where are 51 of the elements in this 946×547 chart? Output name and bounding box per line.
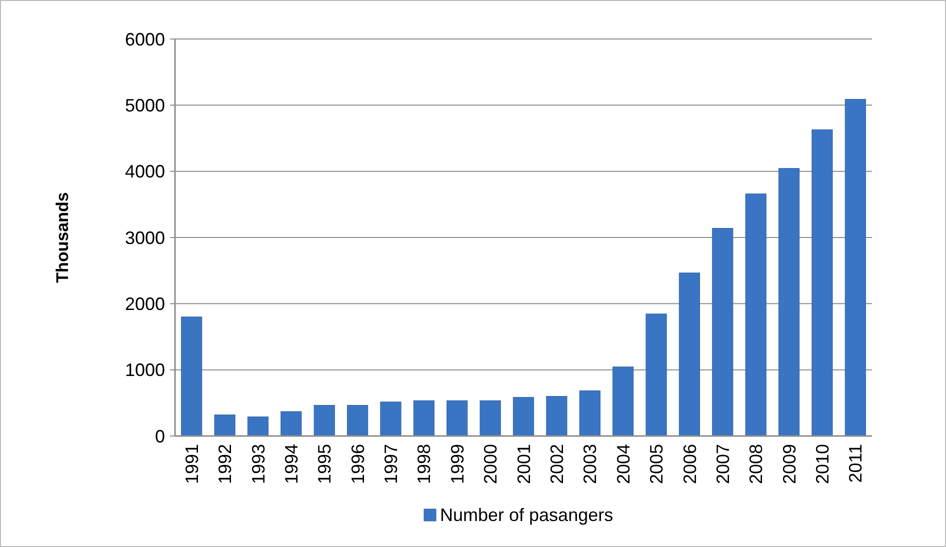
x-tick-label: 1999 bbox=[447, 444, 468, 484]
bar bbox=[247, 416, 269, 436]
bar bbox=[380, 402, 402, 436]
y-tick-label: 3000 bbox=[124, 228, 165, 248]
x-tick-label: 2001 bbox=[514, 444, 534, 484]
bar bbox=[745, 194, 766, 436]
y-tick-label: 0 bbox=[154, 426, 165, 446]
bar bbox=[612, 366, 634, 436]
bar bbox=[280, 411, 302, 436]
x-tick-label: 2011 bbox=[846, 444, 866, 483]
bar bbox=[778, 168, 800, 436]
bar bbox=[314, 404, 335, 436]
legend-label: Number of pasangers bbox=[440, 505, 614, 525]
x-tick-label: 1997 bbox=[381, 444, 402, 484]
x-tick-label: 2004 bbox=[613, 444, 634, 484]
y-tick-label: 6000 bbox=[124, 29, 165, 50]
x-tick-label: 2010 bbox=[812, 444, 833, 484]
x-tick-label: 2002 bbox=[546, 444, 567, 484]
x-tick-label: 2009 bbox=[779, 444, 800, 484]
bar bbox=[546, 396, 568, 436]
x-tick-label: 1993 bbox=[248, 444, 268, 484]
y-tick-label: 5000 bbox=[124, 95, 165, 116]
bar bbox=[347, 404, 368, 436]
x-tick-label: 1998 bbox=[414, 444, 434, 484]
bar bbox=[678, 272, 700, 436]
x-tick-label: 2008 bbox=[746, 444, 766, 484]
x-tick-label: 1991 bbox=[182, 444, 202, 484]
x-tick-label: 1992 bbox=[215, 444, 236, 484]
x-tick-label: 2003 bbox=[580, 444, 600, 484]
x-tick-label: 2000 bbox=[480, 444, 501, 484]
x-tick-label: 1996 bbox=[348, 444, 368, 484]
y-tick-label: 2000 bbox=[124, 294, 165, 314]
bar bbox=[844, 98, 866, 436]
bar bbox=[413, 400, 434, 436]
bar bbox=[646, 314, 667, 436]
x-tick-label: 1994 bbox=[281, 444, 302, 484]
bar bbox=[480, 400, 501, 436]
bar bbox=[712, 228, 734, 436]
bar bbox=[181, 316, 202, 436]
x-tick-label: 1995 bbox=[314, 444, 335, 484]
y-tick-label: 1000 bbox=[124, 360, 165, 380]
bar bbox=[446, 400, 468, 436]
y-axis-title: Thousands bbox=[53, 192, 72, 283]
x-tick-label: 2006 bbox=[680, 444, 700, 484]
x-tick-label: 2007 bbox=[712, 444, 733, 484]
bar bbox=[512, 397, 534, 436]
bar bbox=[214, 414, 236, 436]
bar bbox=[812, 129, 833, 436]
bar bbox=[579, 390, 600, 436]
x-tick-label: 2005 bbox=[646, 444, 667, 484]
y-tick-label: 4000 bbox=[124, 162, 165, 182]
